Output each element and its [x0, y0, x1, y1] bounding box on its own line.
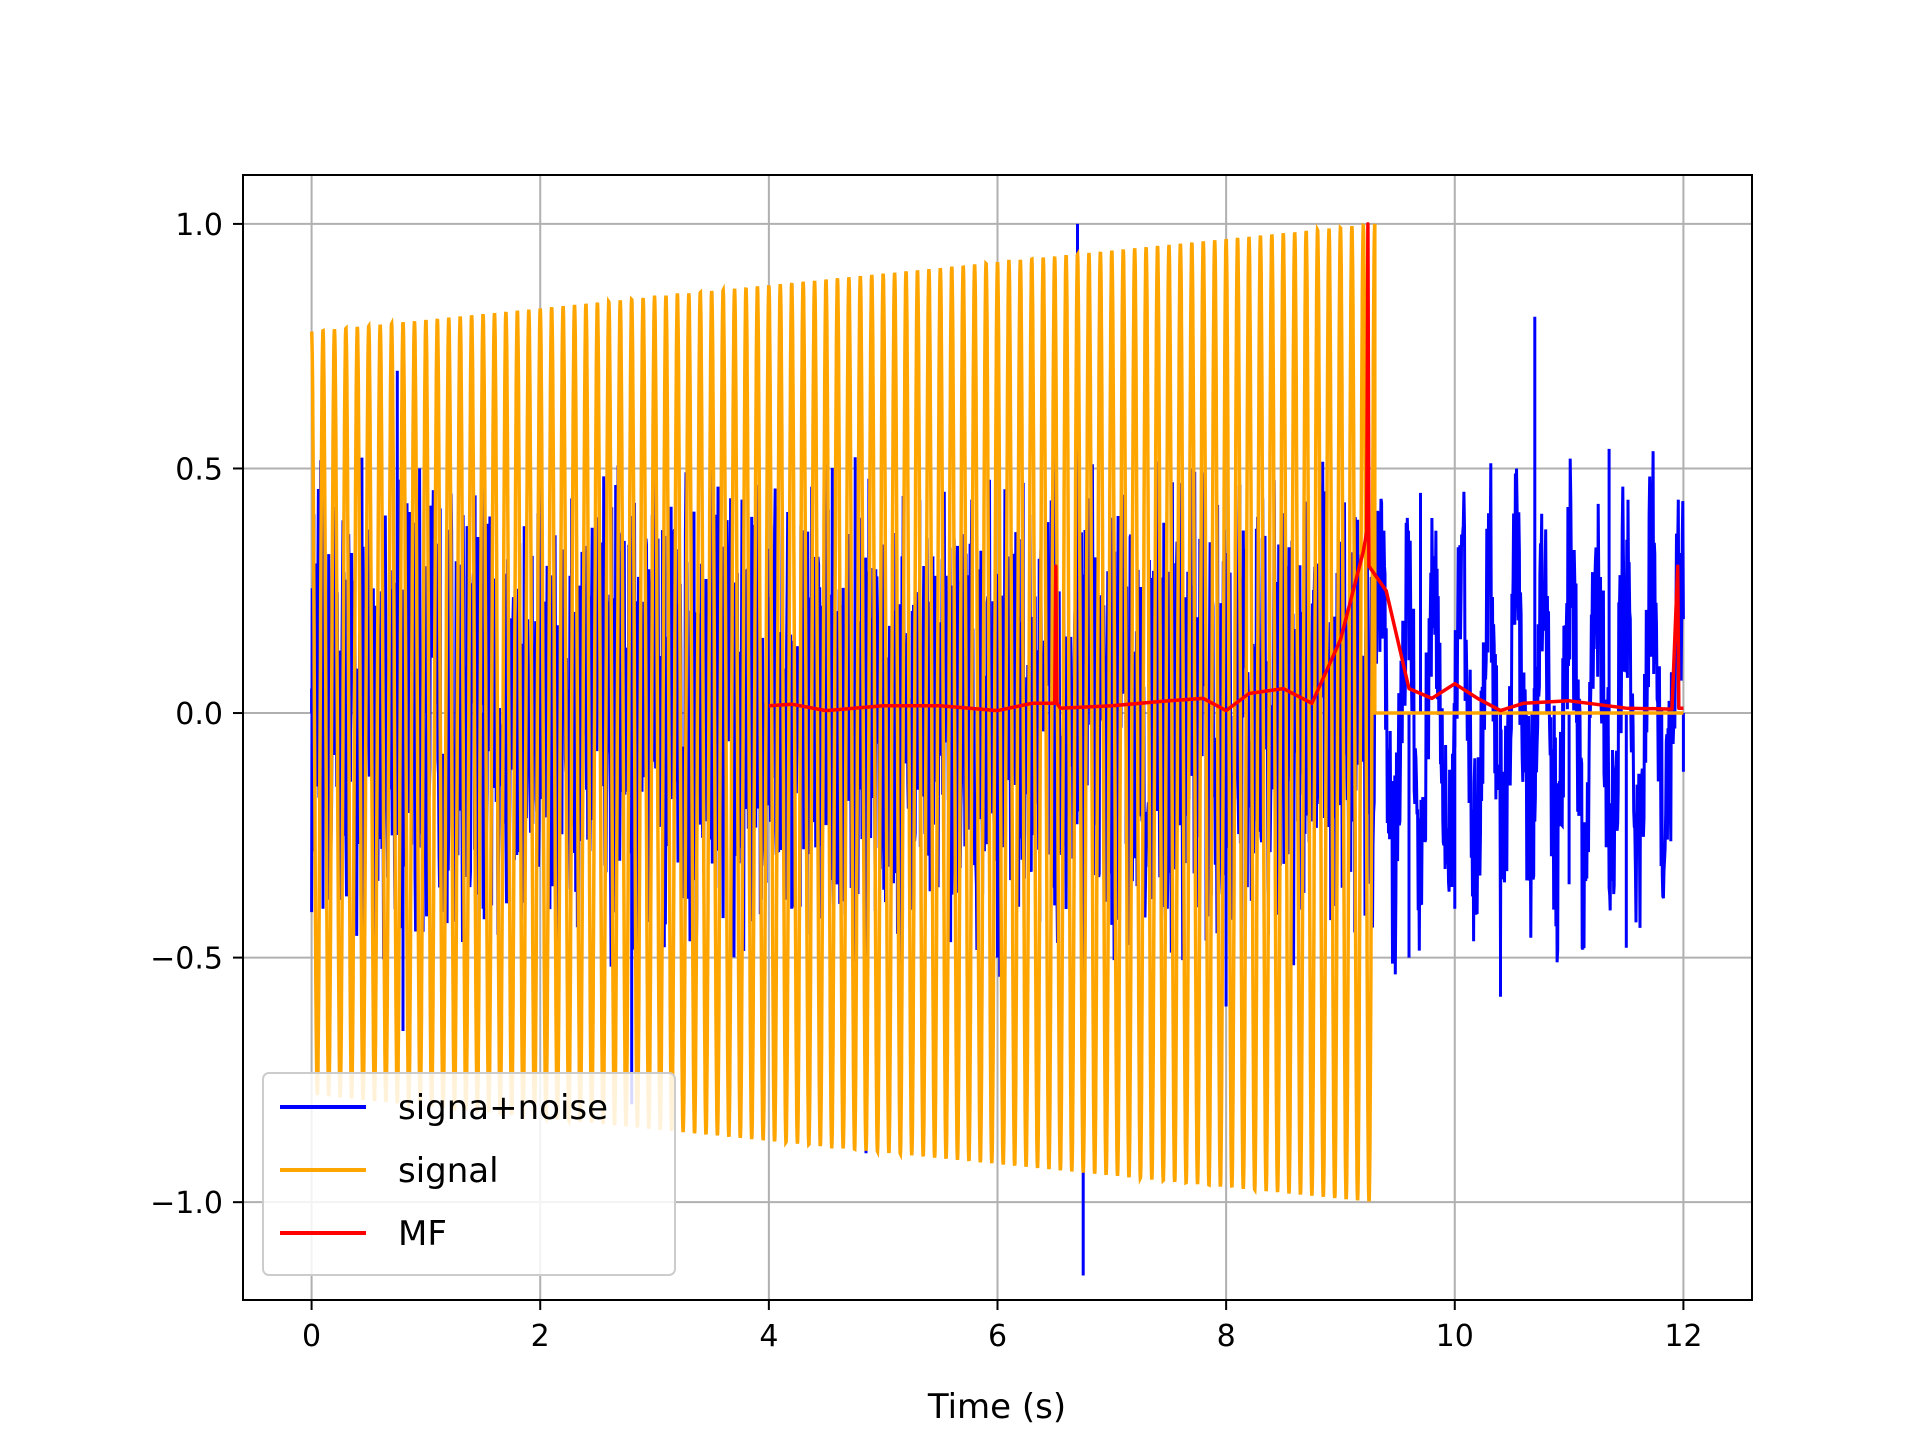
- x-tick-label: 2: [531, 1319, 550, 1354]
- y-tick-label: 0.0: [175, 697, 223, 732]
- y-tick-label: −0.5: [150, 942, 223, 977]
- series-mf-line: [768, 222, 1684, 713]
- x-axis-title: Time (s): [927, 1387, 1066, 1427]
- legend: signa+noise signal MF: [262, 1072, 676, 1276]
- legend-label: MF: [398, 1214, 447, 1254]
- x-tick-label: 6: [988, 1319, 1007, 1354]
- x-tick-label: 4: [759, 1319, 778, 1354]
- legend-label: signal: [398, 1151, 499, 1191]
- y-tick-label: 0.5: [175, 452, 223, 487]
- x-tick-label: 12: [1664, 1319, 1702, 1354]
- y-tick-label: −1.0: [150, 1186, 223, 1221]
- y-tick-label: 1.0: [175, 208, 223, 243]
- x-tick-label: 10: [1436, 1319, 1474, 1354]
- y-axis: −1.0 −0.5 0.0 0.5 1.0: [150, 208, 243, 1221]
- plot-area: [309, 222, 1685, 1276]
- legend-box: [262, 1072, 676, 1276]
- series-signa-noise-peaks: [310, 223, 1685, 1276]
- x-tick-label: 0: [302, 1319, 321, 1354]
- x-tick-label: 8: [1217, 1319, 1236, 1354]
- x-axis: 0 2 4 6 8 10 12: [302, 1300, 1703, 1354]
- legend-label: signa+noise: [398, 1088, 608, 1128]
